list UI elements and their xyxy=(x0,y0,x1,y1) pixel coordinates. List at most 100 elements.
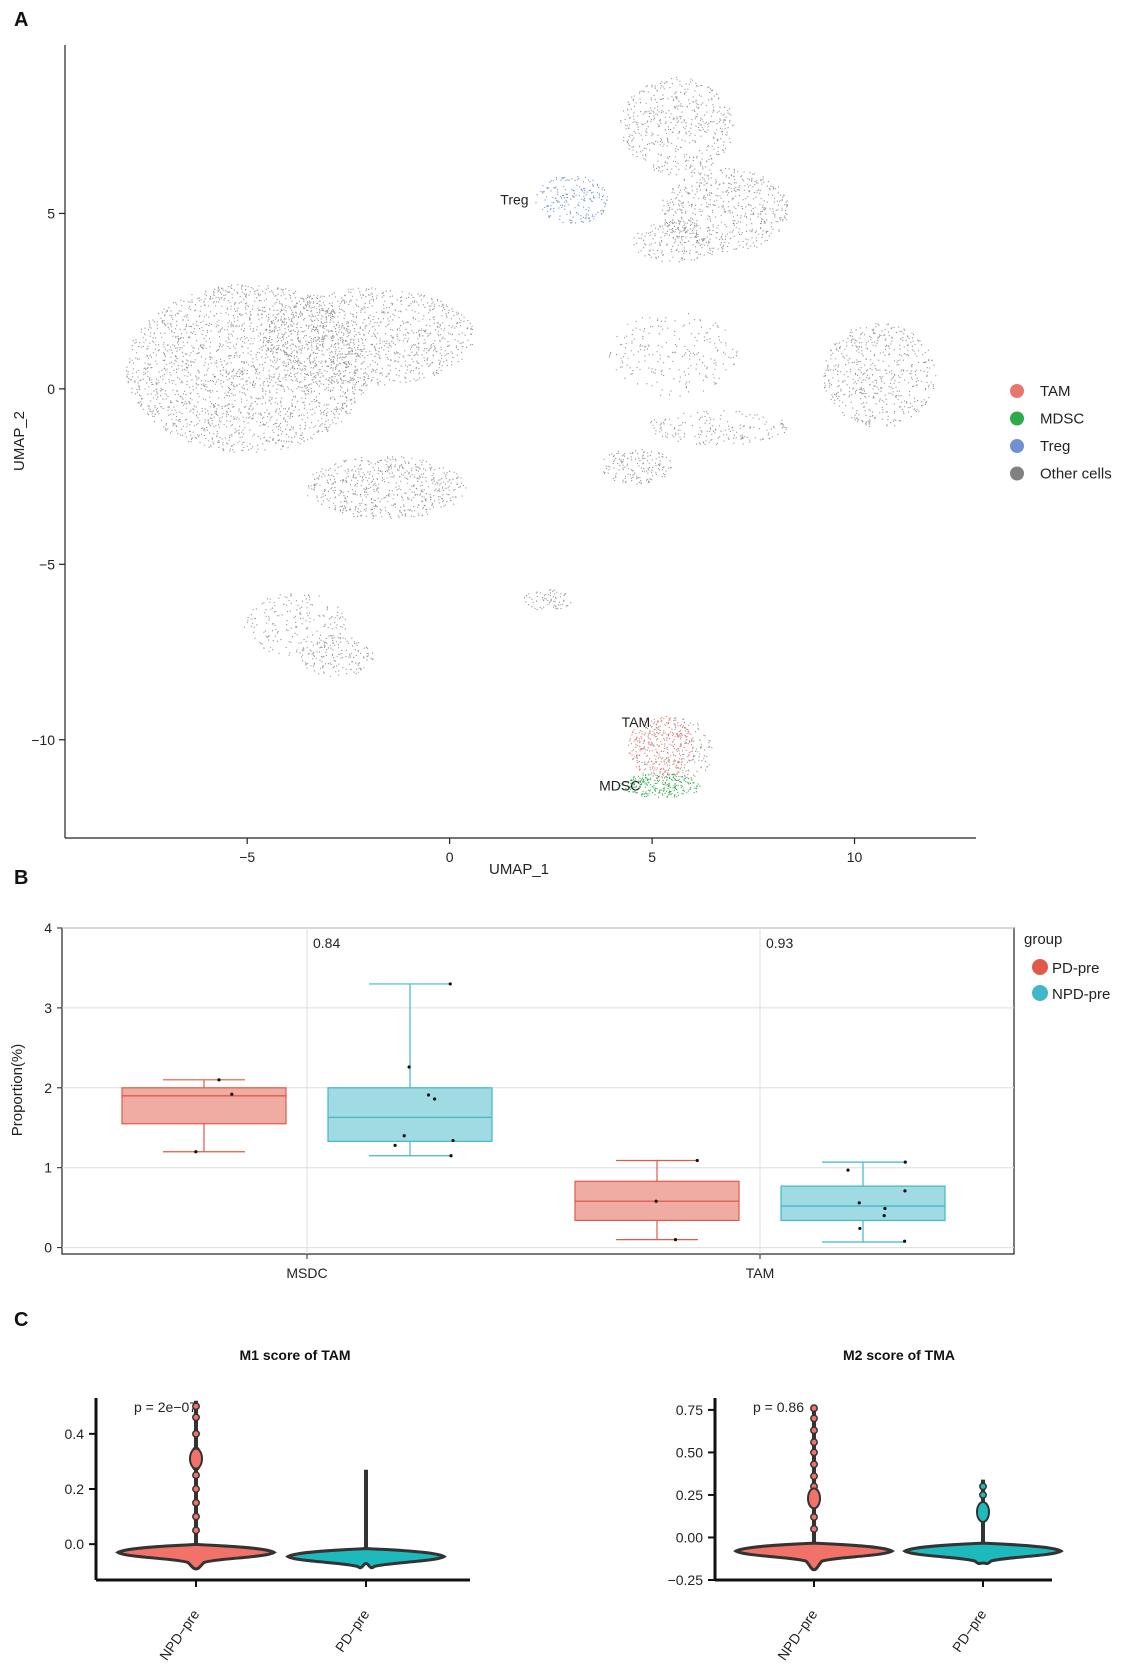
box-pd-pre-msdc xyxy=(121,1078,287,1154)
box-data-point xyxy=(449,1154,453,1158)
umap-x-tick-label: 10 xyxy=(847,849,863,865)
boxplot-pvalue: 0.93 xyxy=(766,935,793,951)
umap-cluster-other-cells-9 xyxy=(608,313,738,397)
violin-npd-pre xyxy=(115,1400,277,1571)
legend-label-tam: TAM xyxy=(1040,383,1071,400)
umap-x-tick-label: 0 xyxy=(446,849,454,865)
box-data-point xyxy=(903,1160,907,1164)
violin-m2-title: M2 score of TMA xyxy=(843,1347,955,1363)
violin-body xyxy=(285,1547,447,1570)
umap-cluster-other-cells-4 xyxy=(301,634,374,677)
boxplot-legend-swatch-npd-pre xyxy=(1032,985,1048,1001)
umap-cluster-treg-14 xyxy=(535,175,608,224)
legend-label-treg: Treg xyxy=(1040,438,1070,455)
umap-cluster-other-cells-3 xyxy=(243,593,346,656)
violin-outlier xyxy=(192,1485,200,1493)
legend-swatch-mdsc xyxy=(1010,411,1024,426)
violin-outlier xyxy=(810,1460,818,1469)
violin-outlier xyxy=(192,1429,200,1438)
violin-y-tick-label: 0.00 xyxy=(676,1529,703,1545)
violin-outlier xyxy=(192,1471,200,1480)
umap-cluster-other-cells-7 xyxy=(633,221,721,263)
violin-outlier xyxy=(192,1512,200,1521)
umap-legend: TAM MDSC Treg Other cells xyxy=(1010,383,1112,483)
umap-label-treg: Treg xyxy=(500,191,528,207)
violin-pvalue: p = 0.86 xyxy=(753,1399,804,1415)
legend-swatch-treg xyxy=(1010,439,1024,453)
violin-outlier xyxy=(192,1402,200,1411)
box-data-point xyxy=(402,1134,406,1138)
umap-y-tick-label: −10 xyxy=(31,732,55,748)
box-npd-pre-msdc xyxy=(327,982,493,1158)
box-data-point xyxy=(448,982,452,986)
umap-annotations: Treg TAM MDSC xyxy=(500,191,650,793)
violin-y-tick-label: 0.0 xyxy=(65,1536,85,1552)
violin-x-tick-label: PD−pre xyxy=(949,1606,990,1655)
violin-body xyxy=(902,1541,1064,1566)
violin-pvalue: p = 2e−07 xyxy=(134,1399,197,1415)
box-body xyxy=(121,1087,287,1125)
violin-y-tick-label: 0.75 xyxy=(676,1402,703,1418)
umap-cluster-other-cells-6 xyxy=(662,167,789,253)
violin-m1-title: M1 score of TAM xyxy=(240,1347,351,1363)
violin-pd-pre xyxy=(285,1469,447,1570)
violin-outlier xyxy=(810,1414,818,1423)
umap-panel: −5 0 5 10−10−505 UMAP_1 UMAP_2 TregTAMMDSC … xyxy=(11,45,1112,878)
legend-swatch-tam xyxy=(1010,384,1024,398)
box-data-point xyxy=(673,1238,678,1242)
box-data-point xyxy=(432,1097,437,1101)
box-data-point xyxy=(194,1150,198,1154)
violin-outlier xyxy=(810,1426,818,1435)
box-npd-pre-tam xyxy=(780,1160,946,1243)
boxplot-legend-label-pd-pre: PD-pre xyxy=(1052,960,1100,977)
box-data-point xyxy=(846,1168,850,1172)
boxplot-legend-title: group xyxy=(1024,931,1062,948)
violin-outlier xyxy=(192,1498,200,1507)
boxplot-y-axis-title: Proportion(%) xyxy=(9,1044,26,1137)
violin-y-tick-label: 0.2 xyxy=(65,1481,85,1497)
box-data-point xyxy=(903,1189,907,1193)
violin-upper-mode xyxy=(189,1447,203,1470)
boxplot-ticks: 0 1 2 3 4 MSDC 0.84 TAM 0.93 xyxy=(44,920,793,1281)
violin-y-tick-label: 0.4 xyxy=(65,1426,85,1442)
umap-cluster-other-cells-2 xyxy=(307,456,467,519)
boxplot-y-tick-label: 0 xyxy=(44,1240,52,1256)
violin-outlier xyxy=(192,1526,200,1535)
box-data-point xyxy=(451,1138,455,1143)
boxplot-y-tick-label: 4 xyxy=(44,920,52,936)
umap-y-tick-label: 5 xyxy=(47,205,55,221)
box-data-point xyxy=(407,1065,411,1069)
umap-cluster-other-cells-11 xyxy=(650,410,787,446)
box-data-point xyxy=(217,1078,221,1082)
violin-outlier xyxy=(810,1513,818,1522)
violin-y-tick-label: 0.25 xyxy=(676,1487,703,1503)
violin-body xyxy=(733,1541,895,1572)
box-data-point xyxy=(858,1226,862,1231)
umap-cluster-other-cells-5 xyxy=(620,76,734,176)
umap-label-mdsc: MDSC xyxy=(599,777,640,793)
violin-outlier xyxy=(810,1525,818,1533)
violin-outlier xyxy=(979,1491,987,1499)
violin-x-tick-label: PD−pre xyxy=(332,1606,373,1655)
boxplot-marks xyxy=(121,982,946,1243)
violin-body xyxy=(115,1542,277,1571)
violin-npd-pre xyxy=(733,1404,895,1572)
violin-y-tick-label: −0.25 xyxy=(668,1572,704,1588)
box-data-point xyxy=(882,1214,886,1218)
violin-x-tick-label: NPD−pre xyxy=(156,1606,202,1663)
box-body xyxy=(780,1185,946,1222)
umap-y-tick-label: 0 xyxy=(47,381,55,397)
umap-label-tam: TAM xyxy=(622,714,651,730)
violin-outlier xyxy=(810,1448,818,1457)
violin-x-tick-label: NPD−pre xyxy=(774,1606,820,1663)
umap-cluster-other-cells-0 xyxy=(126,284,368,453)
box-data-point xyxy=(426,1093,431,1097)
boxplot-legend: group PD-pre NPD-pre xyxy=(1024,931,1110,1003)
legend-label-mdsc: MDSC xyxy=(1040,411,1084,428)
umap-ticks: −5 0 5 10 −10 −5 0 5 xyxy=(31,205,862,865)
boxplot-legend-label-npd-pre: NPD-pre xyxy=(1052,986,1110,1003)
violin-m1-panel: M1 score of TAM 0.0 0.2 0.4 p = 2e−07 NPD−pr… xyxy=(65,1347,470,1663)
violin-pd-pre xyxy=(902,1479,1064,1566)
umap-x-tick-label: 5 xyxy=(648,849,656,865)
